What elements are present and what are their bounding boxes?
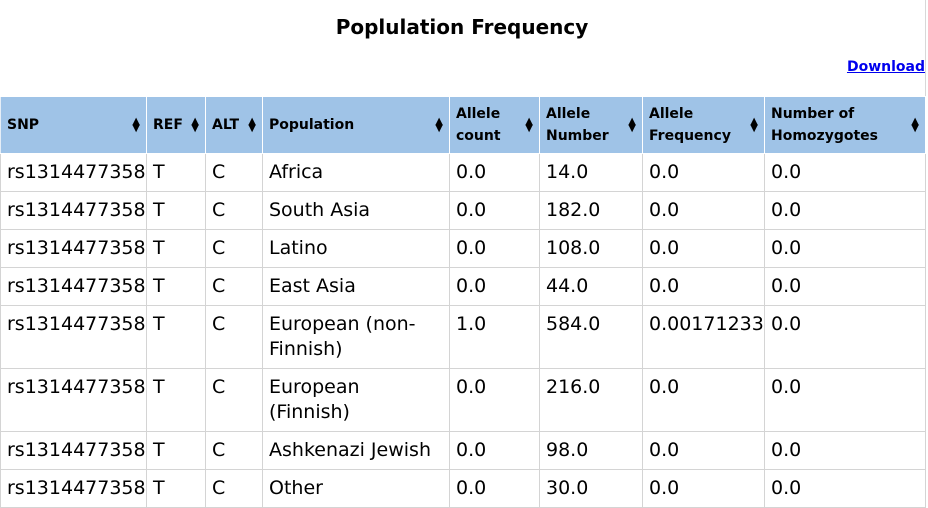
cell-allele-number: 98.0: [539, 431, 643, 470]
sort-arrows-icon[interactable]: ▲ ▼: [628, 116, 636, 134]
cell-alt: C: [205, 431, 263, 470]
column-header-label: ALT: [212, 117, 239, 133]
cell-allele-frequency: 0.0: [642, 153, 765, 192]
cell-snp: rs1314477358: [0, 191, 147, 230]
column-header-label: Allele count: [456, 106, 501, 144]
cell-allele-frequency: 0.0: [642, 267, 765, 306]
cell-alt: C: [205, 191, 263, 230]
download-link[interactable]: Download: [846, 59, 925, 75]
cell-allele-count: 1.0: [449, 305, 540, 369]
cell-allele-count: 0.0: [449, 431, 540, 470]
cell-homozygotes: 0.0: [764, 191, 926, 230]
column-header-alt[interactable]: ALT ▲ ▼: [205, 96, 263, 154]
column-header-population[interactable]: Population ▲ ▼: [262, 96, 450, 154]
cell-population: East Asia: [262, 267, 450, 306]
cell-alt: C: [205, 153, 263, 192]
page-title: Poplulation Frequency: [335, 15, 589, 39]
cell-allele-number: 584.0: [539, 305, 643, 369]
column-header-allele-number[interactable]: Allele Number ▲ ▼: [539, 96, 643, 154]
cell-snp: rs1314477358: [0, 368, 147, 432]
population-frequency-table: SNP ▲ ▼ REF ▲ ▼ ALT ▲ ▼ Population ▲ ▼ Allele co…: [0, 96, 926, 508]
cell-homozygotes: 0.0: [764, 431, 926, 470]
table-row: rs1314477358 T C Ashkenazi Jewish 0.0 98…: [0, 431, 926, 470]
sort-arrows-icon[interactable]: ▲ ▼: [191, 116, 199, 134]
cell-allele-count: 0.0: [449, 368, 540, 432]
cell-ref: T: [146, 431, 206, 470]
cell-allele-number: 14.0: [539, 153, 643, 192]
column-header-homozygotes[interactable]: Number of Homozygotes ▲ ▼: [764, 96, 926, 154]
cell-snp: rs1314477358: [0, 431, 147, 470]
sort-arrows-icon[interactable]: ▲ ▼: [525, 116, 533, 134]
column-header-label: REF: [153, 117, 183, 133]
cell-allele-number: 216.0: [539, 368, 643, 432]
column-header-label: Allele Number: [546, 106, 609, 144]
cell-allele-count: 0.0: [449, 191, 540, 230]
cell-population: Ashkenazi Jewish: [262, 431, 450, 470]
cell-ref: T: [146, 305, 206, 369]
cell-alt: C: [205, 305, 263, 369]
cell-allele-frequency: 0.00171233: [642, 305, 765, 369]
table-row: rs1314477358 T C Latino 0.0 108.0 0.0 0.…: [0, 229, 926, 268]
table-row: rs1314477358 T C Africa 0.0 14.0 0.0 0.0: [0, 153, 926, 192]
column-header-snp[interactable]: SNP ▲ ▼: [0, 96, 147, 154]
cell-ref: T: [146, 191, 206, 230]
table-row: rs1314477358 T C European (non-Finnish) …: [0, 305, 926, 369]
table-header-row: SNP ▲ ▼ REF ▲ ▼ ALT ▲ ▼ Population ▲ ▼ Allele co…: [0, 96, 926, 154]
column-header-allele-frequency[interactable]: Allele Frequency ▲ ▼: [642, 96, 765, 154]
cell-population: Latino: [262, 229, 450, 268]
cell-ref: T: [146, 267, 206, 306]
cell-snp: rs1314477358: [0, 267, 147, 306]
cell-homozygotes: 0.0: [764, 229, 926, 268]
cell-allele-count: 0.0: [449, 267, 540, 306]
cell-allele-count: 0.0: [449, 153, 540, 192]
cell-allele-number: 108.0: [539, 229, 643, 268]
cell-snp: rs1314477358: [0, 153, 147, 192]
table-row: rs1314477358 T C East Asia 0.0 44.0 0.0 …: [0, 267, 926, 306]
cell-homozygotes: 0.0: [764, 153, 926, 192]
cell-population: South Asia: [262, 191, 450, 230]
column-header-label: Population: [269, 117, 355, 133]
cell-allele-frequency: 0.0: [642, 431, 765, 470]
page-edge-divider: [925, 0, 926, 502]
column-header-label: SNP: [7, 117, 40, 133]
cell-allele-frequency: 0.0: [642, 368, 765, 432]
sort-arrows-icon[interactable]: ▲ ▼: [911, 116, 919, 134]
cell-snp: rs1314477358: [0, 305, 147, 369]
table-row: rs1314477358 T C South Asia 0.0 182.0 0.…: [0, 191, 926, 230]
cell-allele-number: 182.0: [539, 191, 643, 230]
column-header-label: Number of Homozygotes: [771, 106, 878, 144]
cell-ref: T: [146, 153, 206, 192]
cell-alt: C: [205, 229, 263, 268]
cell-allele-frequency: 0.0: [642, 229, 765, 268]
cell-alt: C: [205, 267, 263, 306]
cell-population: Africa: [262, 153, 450, 192]
cell-allele-frequency: 0.0: [642, 191, 765, 230]
sort-arrows-icon[interactable]: ▲ ▼: [248, 116, 256, 134]
cell-homozygotes: 0.0: [764, 305, 926, 369]
sort-arrows-icon[interactable]: ▲ ▼: [750, 116, 758, 134]
cell-ref: T: [146, 229, 206, 268]
cell-population: European (Finnish): [262, 368, 450, 432]
cell-allele-number: 44.0: [539, 267, 643, 306]
column-header-label: Allele Frequency: [649, 106, 731, 144]
sort-arrows-icon[interactable]: ▲ ▼: [435, 116, 443, 134]
sort-arrows-icon[interactable]: ▲ ▼: [132, 116, 140, 134]
column-header-allele-count[interactable]: Allele count ▲ ▼: [449, 96, 540, 154]
cell-ref: T: [146, 368, 206, 432]
cell-homozygotes: 0.0: [764, 368, 926, 432]
table-row: rs1314477358 T C European (Finnish) 0.0 …: [0, 368, 926, 432]
cell-alt: C: [205, 368, 263, 432]
column-header-ref[interactable]: REF ▲ ▼: [146, 96, 206, 154]
cell-population: European (non-Finnish): [262, 305, 450, 369]
cell-homozygotes: 0.0: [764, 267, 926, 306]
cell-allele-count: 0.0: [449, 229, 540, 268]
cell-snp: rs1314477358: [0, 229, 147, 268]
